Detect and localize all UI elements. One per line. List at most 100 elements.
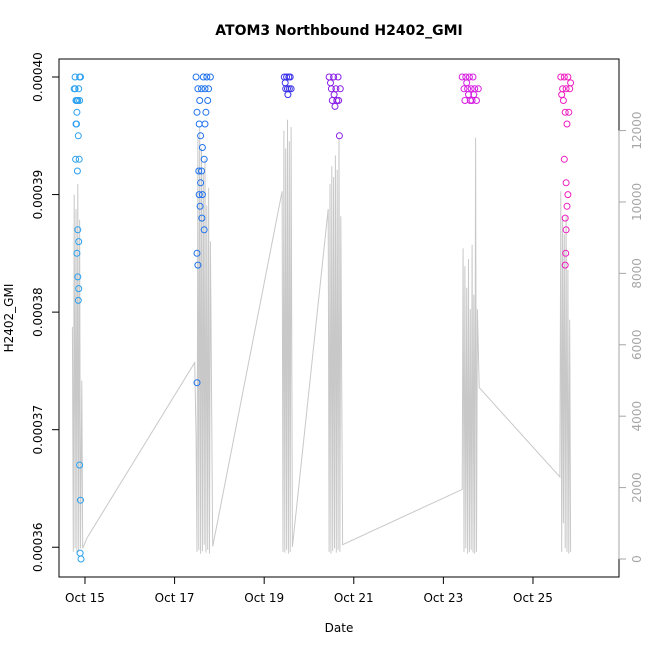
x-tick-label: Oct 23 [423, 591, 463, 605]
data-point [202, 108, 210, 116]
data-point [467, 85, 475, 93]
data-point [206, 73, 214, 81]
y-tick-label: 0.00038 [31, 287, 45, 337]
data-point [200, 155, 208, 163]
y2-tick-label: 2000 [630, 472, 644, 503]
data-point [335, 97, 343, 104]
y-tick-label: 0.00037 [31, 405, 45, 455]
data-point [562, 179, 570, 187]
data-point [458, 73, 466, 81]
data-point [70, 85, 78, 93]
data-point [335, 132, 343, 140]
scatter-points [70, 73, 575, 563]
data-point [73, 97, 81, 104]
data-point [74, 296, 82, 304]
data-point [75, 85, 83, 93]
data-point [196, 202, 204, 210]
data-point [465, 73, 473, 81]
data-point [557, 73, 565, 81]
data-point [75, 238, 83, 246]
data-point [193, 379, 201, 387]
data-point [72, 155, 80, 163]
data-point [567, 79, 575, 87]
data-point [200, 226, 208, 234]
data-point [558, 91, 566, 99]
data-point [469, 73, 477, 81]
y-tick-label: 0.00040 [31, 52, 45, 102]
data-point [336, 85, 344, 93]
data-point [284, 91, 292, 99]
data-point [564, 191, 572, 199]
series-6 [557, 73, 575, 269]
x-tick-label: Oct 19 [244, 591, 284, 605]
data-point [563, 120, 571, 128]
x-tick-label: Oct 21 [334, 591, 374, 605]
x-tick-label: Oct 15 [65, 591, 105, 605]
data-point [330, 91, 338, 99]
data-point [73, 108, 81, 116]
data-point [198, 144, 206, 151]
y2-tick-label: 12000 [630, 111, 644, 149]
data-point [75, 285, 83, 293]
data-point [196, 97, 204, 104]
data-point [198, 191, 206, 199]
data-point [74, 273, 82, 281]
y2-tick-label: 0 [630, 555, 644, 563]
data-point [76, 461, 84, 469]
data-point [75, 155, 83, 163]
data-point [474, 85, 482, 93]
y2-tick-label: 6000 [630, 330, 644, 361]
data-point [331, 102, 339, 110]
data-point [466, 97, 474, 104]
data-point [561, 214, 569, 222]
data-point [286, 73, 294, 81]
data-point [559, 97, 567, 104]
data-point [470, 91, 478, 99]
x-axis: Oct 15 Oct 17 Oct 19 Oct 21 Oct 23 Oct 25 [65, 576, 553, 605]
data-point [334, 73, 342, 81]
data-point [562, 226, 570, 234]
data-point [193, 108, 201, 116]
data-point [562, 85, 570, 93]
y-axis: 0.00036 0.00037 0.00038 0.00039 0.00040 [31, 52, 60, 572]
data-point [197, 179, 205, 187]
data-point [77, 73, 84, 81]
data-point [76, 549, 84, 557]
secondary-series-line [71, 119, 572, 554]
data-point [281, 79, 289, 87]
data-point [561, 108, 569, 116]
data-point [201, 120, 209, 128]
data-point [194, 261, 202, 269]
data-point [73, 249, 81, 257]
data-point [560, 155, 568, 163]
data-point [198, 85, 205, 93]
series-4 [325, 73, 344, 140]
data-point [77, 496, 84, 504]
chart-title: ATOM3 Northbound H2402_GMI [215, 23, 462, 39]
data-point [285, 85, 293, 93]
y2-tick-label: 4000 [630, 401, 644, 432]
series-1 [70, 73, 85, 563]
data-point [327, 79, 334, 87]
y-axis-label: H2402_GMI [2, 284, 16, 353]
data-point [330, 73, 338, 81]
data-point [193, 249, 201, 257]
data-point [463, 79, 471, 87]
data-point [76, 97, 84, 104]
data-point [197, 132, 205, 140]
y-tick-label: 0.00039 [31, 170, 45, 220]
data-point [77, 555, 85, 563]
data-point [194, 85, 202, 93]
y-tick-label: 0.00036 [31, 522, 45, 572]
data-point [72, 120, 80, 128]
data-point [562, 249, 570, 257]
data-point [198, 214, 206, 222]
x-axis-label: Date [325, 621, 354, 635]
data-point [205, 85, 213, 93]
data-point [460, 85, 468, 93]
series-3 [280, 73, 295, 99]
y2-tick-label: 8000 [630, 258, 644, 289]
y2-axis: 0 2000 4000 6000 8000 10000 12000 [618, 111, 644, 563]
data-point [566, 85, 574, 93]
